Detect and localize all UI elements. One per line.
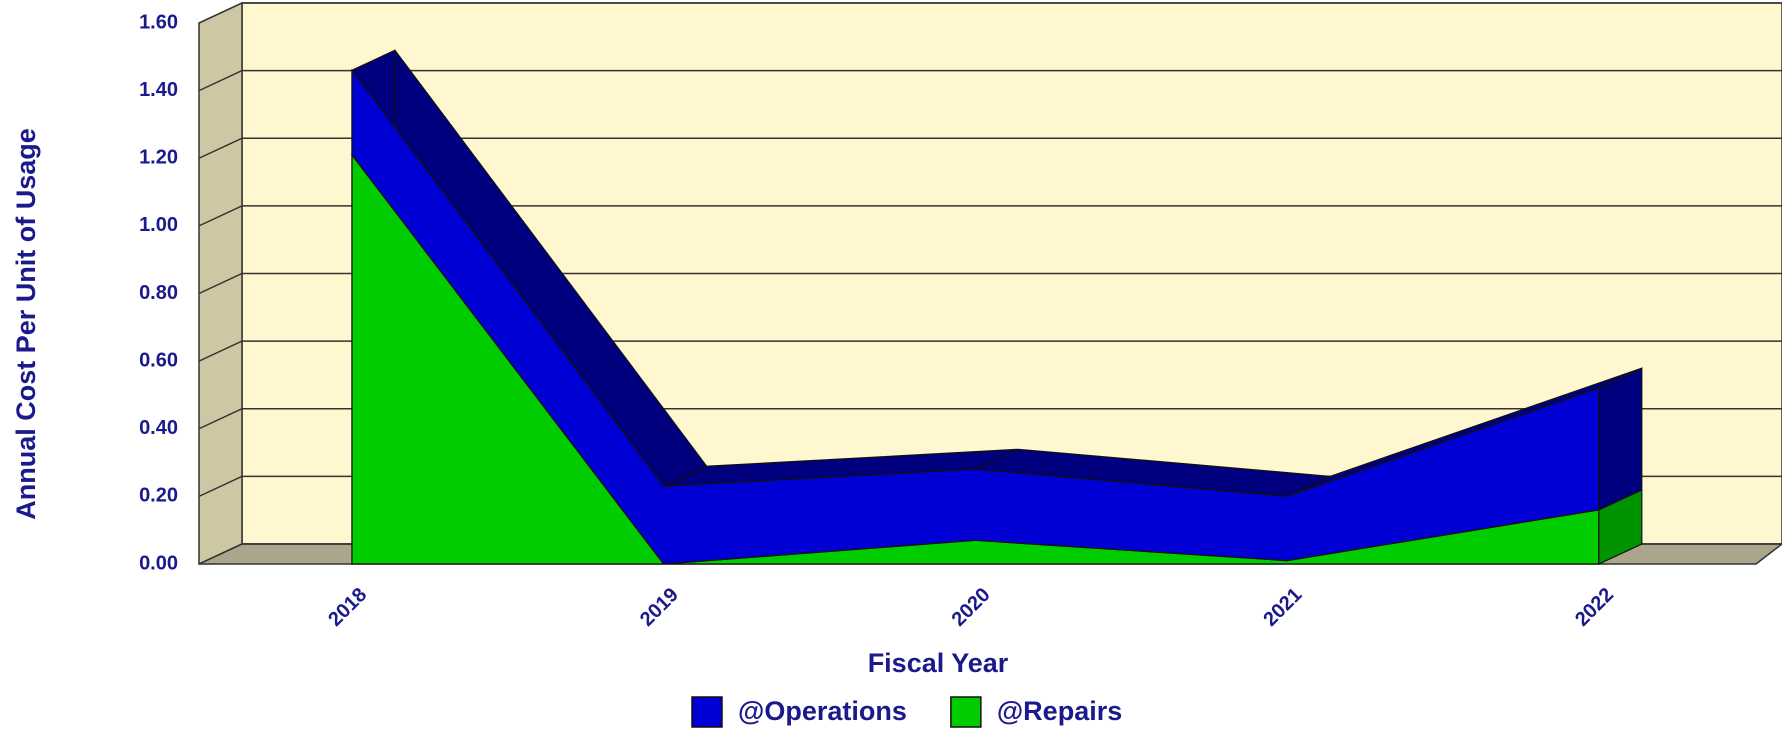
- area-side-face: [1598, 367, 1643, 511]
- grid-line: [198, 408, 1782, 430]
- grid-line: [198, 2, 1782, 24]
- y-tick-label: 1.40: [139, 79, 178, 101]
- y-tick-label: 0.60: [139, 349, 178, 371]
- x-tick-label: 2019: [636, 584, 683, 631]
- grid-line: [198, 137, 1782, 159]
- legend-swatch: [950, 696, 982, 728]
- grid-line: [198, 205, 1782, 227]
- legend-label: @Repairs: [997, 696, 1122, 726]
- y-tick-label: 1.00: [139, 214, 178, 236]
- grid-line: [198, 272, 1782, 295]
- x-tick-label: 2021: [1259, 584, 1306, 631]
- y-tick-label: 1.60: [139, 11, 178, 33]
- x-tick-label: 2018: [324, 584, 371, 631]
- x-axis-title: Fiscal Year: [868, 648, 1009, 678]
- y-tick-label: 0.40: [139, 417, 178, 439]
- y-tick-label: 0.20: [139, 485, 178, 507]
- y-tick-label: 1.20: [139, 147, 178, 169]
- x-tick-label: 2020: [948, 584, 995, 631]
- y-axis-title: Annual Cost Per Unit of Usage: [11, 128, 41, 520]
- legend-swatch: [691, 696, 723, 728]
- grid-line: [198, 340, 1782, 362]
- x-tick-label: 2022: [1571, 584, 1618, 631]
- legend-label: @Operations: [738, 696, 907, 726]
- y-tick-label: 0.00: [139, 552, 178, 574]
- y-tick-label: 0.80: [139, 282, 178, 304]
- grid-line: [198, 69, 1782, 92]
